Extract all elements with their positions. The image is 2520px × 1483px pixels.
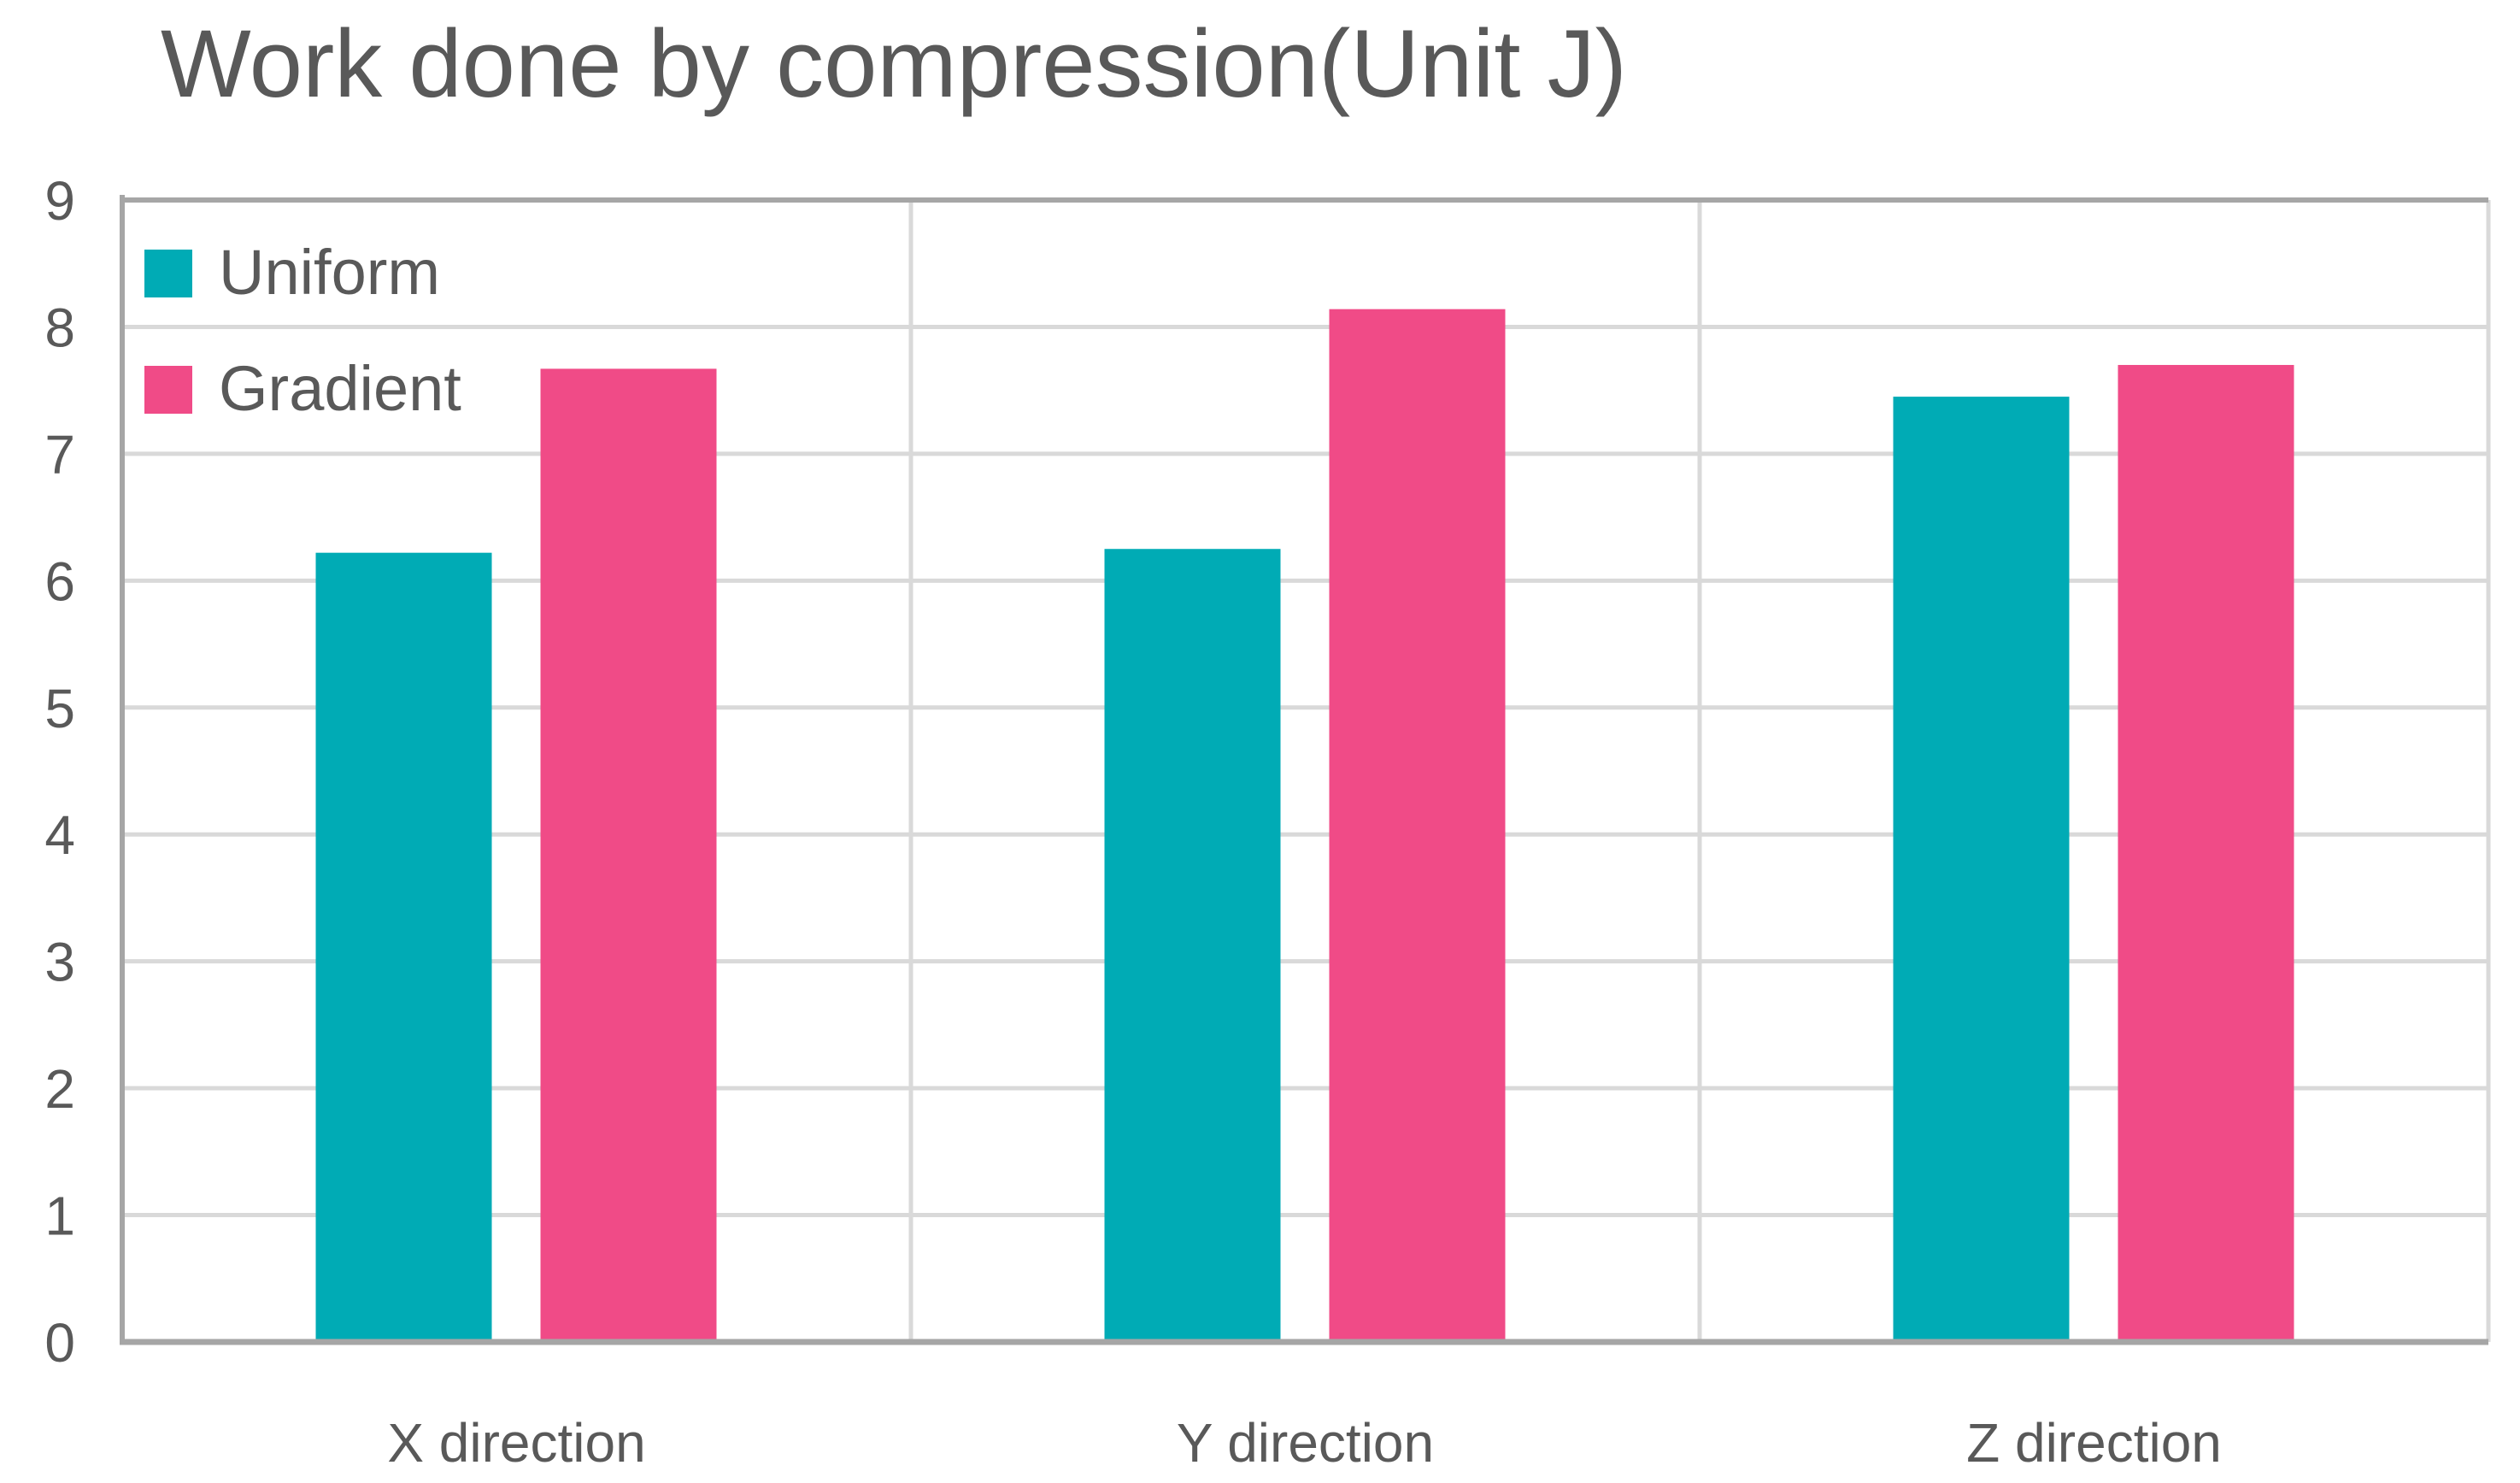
- legend-label-gradient: Gradient: [219, 353, 461, 424]
- legend-swatch-uniform: [144, 250, 192, 297]
- bars: [315, 309, 2294, 1343]
- y-tick-label: 0: [44, 1312, 75, 1374]
- axes: [120, 195, 2488, 1345]
- bar-gradient-x-direction: [540, 368, 717, 1342]
- y-tick-label: 7: [44, 424, 75, 486]
- y-tick-label: 5: [44, 678, 75, 739]
- bar-uniform-x-direction: [315, 552, 492, 1342]
- legend-swatch-gradient: [144, 366, 192, 414]
- chart-title: Work done by compression(Unit J): [161, 10, 1627, 117]
- legend-label-uniform: Uniform: [219, 237, 440, 308]
- bar-uniform-z-direction: [1893, 397, 2070, 1343]
- y-tick-label: 8: [44, 297, 75, 358]
- x-tick-label: X direction: [387, 1412, 645, 1474]
- y-tick-label: 3: [44, 932, 75, 993]
- bar-gradient-z-direction: [2118, 364, 2294, 1342]
- x-tick-label: Z direction: [1966, 1412, 2222, 1474]
- tick-labels: X direction Y direction Z direction 0 1 2 3 4 5 6…: [44, 170, 2221, 1474]
- y-tick-label: 9: [44, 170, 75, 232]
- legend: Uniform Gradient: [144, 237, 461, 424]
- x-tick-label: Y direction: [1177, 1412, 1434, 1474]
- bar-gradient-y-direction: [1329, 309, 1506, 1342]
- bar-uniform-y-direction: [1104, 549, 1281, 1342]
- y-tick-label: 4: [44, 804, 75, 866]
- y-tick-label: 2: [44, 1058, 75, 1120]
- y-tick-label: 1: [44, 1186, 75, 1247]
- y-tick-label: 6: [44, 550, 75, 612]
